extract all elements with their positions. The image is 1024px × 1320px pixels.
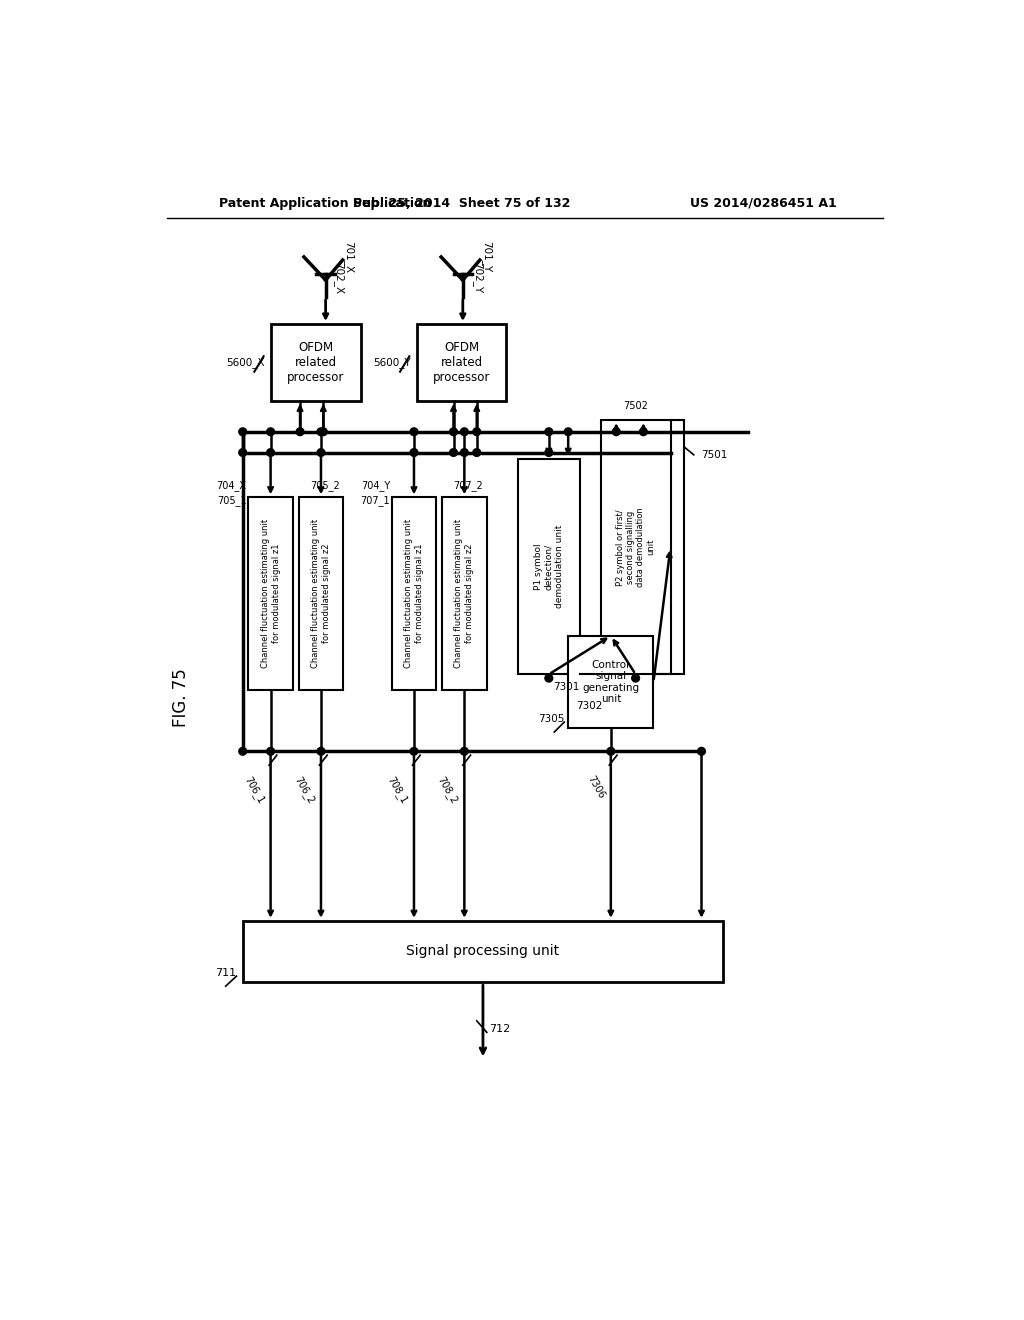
Text: 7501: 7501 [701,450,728,459]
Circle shape [239,747,247,755]
Text: US 2014/0286451 A1: US 2014/0286451 A1 [690,197,837,210]
Circle shape [545,428,553,436]
Text: P2 symbol or first/
second signalling
data demodulation
unit: P2 symbol or first/ second signalling da… [615,507,655,587]
Text: 7302: 7302 [575,701,602,711]
Circle shape [545,449,553,457]
Text: 7301: 7301 [553,682,580,692]
Circle shape [632,675,640,682]
Text: 705_2: 705_2 [310,480,340,491]
Circle shape [461,428,468,436]
Text: 7305: 7305 [538,714,564,725]
Circle shape [461,747,468,755]
Text: 7502: 7502 [624,401,648,411]
Text: 5600_X: 5600_X [226,356,265,368]
Circle shape [612,428,621,436]
Text: OFDM
related
processor: OFDM related processor [433,341,490,384]
Text: 707_2: 707_2 [454,480,483,491]
Bar [248,498,293,689]
Text: Signal processing unit: Signal processing unit [407,945,559,958]
Text: 706_1: 706_1 [242,775,266,805]
Circle shape [640,428,647,436]
Text: FIG. 75: FIG. 75 [172,668,189,727]
Bar [417,323,506,401]
Text: 708_2: 708_2 [435,775,460,805]
Text: Channel fluctuation estimating unit
for modulated signal z2: Channel fluctuation estimating unit for … [455,519,474,668]
Text: 707_1: 707_1 [360,495,390,507]
Bar [299,498,343,689]
Circle shape [317,428,325,436]
Text: 702_X: 702_X [334,261,344,294]
Circle shape [317,449,325,457]
Circle shape [697,747,706,755]
Circle shape [239,428,247,436]
Bar [518,459,580,675]
Text: 712: 712 [489,1023,510,1034]
Text: 701_Y: 701_Y [481,242,493,273]
Text: 711: 711 [215,969,237,978]
Bar [442,498,486,689]
Text: 708_1: 708_1 [385,775,410,805]
Text: P1 symbol
detection/
demodulation unit: P1 symbol detection/ demodulation unit [534,525,564,609]
Bar [271,323,360,401]
Bar [391,498,436,689]
Text: 704_X: 704_X [216,480,247,491]
Circle shape [607,747,614,755]
Circle shape [266,449,274,457]
Circle shape [317,747,325,755]
Circle shape [266,428,274,436]
Text: 702_Y: 702_Y [472,263,483,293]
Text: Channel fluctuation estimating unit
for modulated signal z1: Channel fluctuation estimating unit for … [403,519,424,668]
Circle shape [473,428,480,436]
Text: 5600_Y: 5600_Y [373,356,411,368]
Text: 701_X: 701_X [343,240,354,273]
Text: 706_2: 706_2 [292,775,316,805]
Circle shape [239,449,247,457]
Circle shape [473,449,480,457]
Circle shape [296,428,304,436]
Text: Patent Application Publication: Patent Application Publication [219,197,432,210]
Circle shape [410,428,418,436]
Text: OFDM
related
processor: OFDM related processor [288,341,345,384]
Bar [568,636,653,729]
Text: Sep. 25, 2014  Sheet 75 of 132: Sep. 25, 2014 Sheet 75 of 132 [352,197,570,210]
Text: 705_1: 705_1 [217,495,247,507]
Circle shape [564,428,572,436]
Circle shape [410,449,418,457]
Circle shape [450,449,458,457]
Text: Channel fluctuation estimating unit
for modulated signal z2: Channel fluctuation estimating unit for … [311,519,331,668]
Circle shape [545,675,553,682]
Circle shape [319,428,328,436]
Text: Control
signal
generating
unit: Control signal generating unit [583,660,639,705]
Circle shape [410,747,418,755]
Circle shape [461,449,468,457]
Text: Channel fluctuation estimating unit
for modulated signal z1: Channel fluctuation estimating unit for … [260,519,281,668]
Bar [601,420,671,675]
Circle shape [450,428,458,436]
Text: 7306: 7306 [585,775,606,801]
Circle shape [266,747,274,755]
Bar [243,921,723,982]
Text: 704_Y: 704_Y [360,480,390,491]
